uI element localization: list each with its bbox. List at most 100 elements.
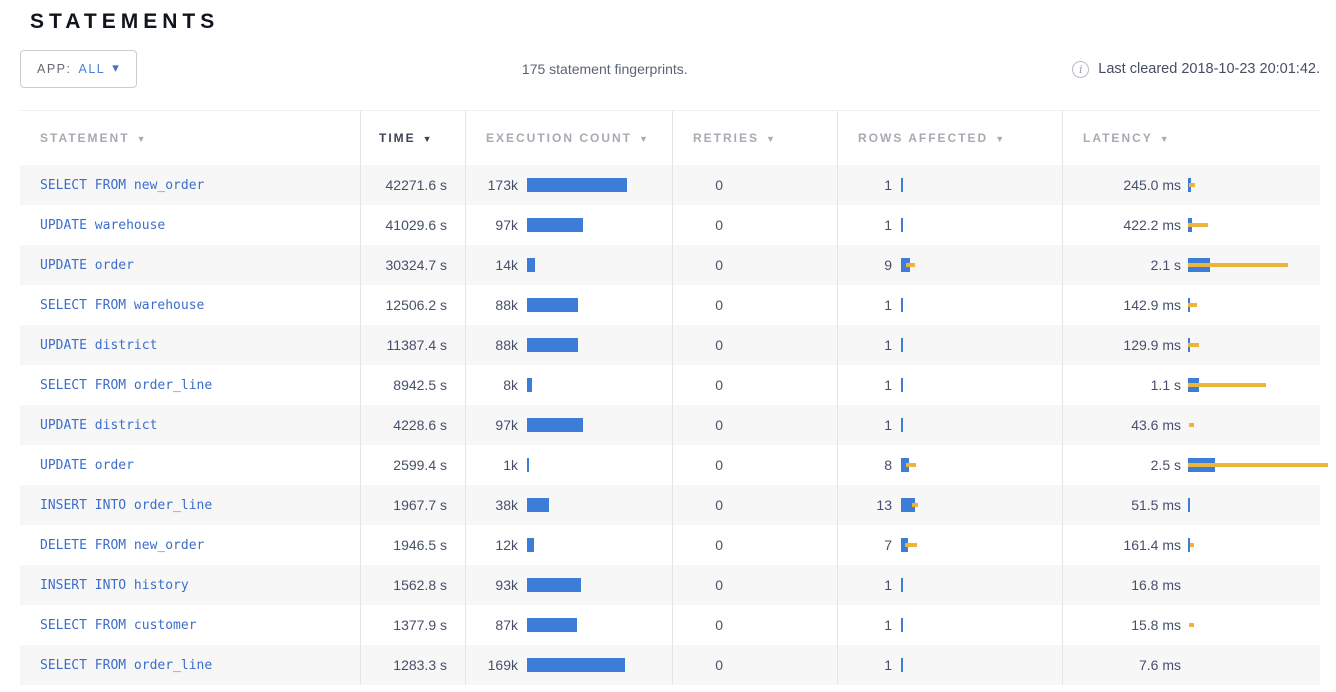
time-cell: 1967.7 s [361, 485, 466, 525]
column-header-label: LATENCY [1083, 131, 1153, 145]
table-row: SELECT FROM new_order 42271.6 s 173k 0 1 245.… [20, 165, 1320, 205]
execution-count-cell: 87k [466, 605, 673, 645]
latency-value: 2.1 s [1150, 257, 1181, 273]
statement-link[interactable]: INSERT INTO history [40, 577, 189, 593]
retries-cell: 0 [673, 405, 838, 445]
sort-arrow-icon: ▼ [995, 133, 1007, 144]
time-cell: 8942.5 s [361, 365, 466, 405]
statement-cell: SELECT FROM warehouse [20, 285, 361, 325]
time-cell: 1946.5 s [361, 525, 466, 565]
latency-cell: 7.6 ms [1063, 645, 1320, 685]
table-row: SELECT FROM warehouse 12506.2 s 88k 0 1 142.9… [20, 285, 1320, 325]
column-header-retries[interactable]: RETRIES ▼ [673, 111, 838, 165]
execution-count-value: 87k [495, 617, 518, 633]
rows-affected-cell: 1 [838, 605, 1063, 645]
latency-value: 16.8 ms [1131, 577, 1181, 593]
rows-affected-cell: 7 [838, 525, 1063, 565]
execution-count-bar [527, 338, 578, 352]
app-filter-dropdown[interactable]: APP: ALL ▾ [20, 50, 138, 88]
execution-count-bar [527, 458, 529, 472]
execution-count-bar [527, 538, 534, 552]
statement-link[interactable]: INSERT INTO order_line [40, 497, 213, 513]
table-row: SELECT FROM customer 1377.9 s 87k 0 1 15.8 ms [20, 605, 1320, 645]
latency-bar-stddev [1189, 423, 1194, 427]
rows-affected-bar-area [901, 578, 1062, 592]
retries-cell: 0 [673, 565, 838, 605]
rows-affected-bar [901, 338, 903, 352]
rows-affected-cell: 1 [838, 645, 1063, 685]
last-cleared-text: Last cleared 2018-10-23 20:01:42. [1098, 61, 1320, 77]
latency-bar-stddev [1188, 383, 1266, 387]
rows-affected-value: 1 [884, 177, 892, 193]
column-header-rows-affected[interactable]: ROWS AFFECTED ▼ [838, 111, 1063, 165]
statement-count-summary: 175 statement fingerprints. [521, 61, 688, 77]
statement-link[interactable]: UPDATE warehouse [40, 217, 166, 233]
execution-count-cell: 88k [466, 285, 673, 325]
rows-affected-bar [901, 618, 903, 632]
statement-cell: DELETE FROM new_order [20, 525, 361, 565]
rows-affected-value: 1 [884, 417, 892, 433]
statement-link[interactable]: UPDATE order [40, 457, 134, 473]
execution-count-cell: 8k [466, 365, 673, 405]
retries-cell: 0 [673, 525, 838, 565]
latency-cell: 2.5 s [1063, 445, 1328, 485]
execution-count-bar-area [527, 498, 672, 512]
latency-bar-area [1188, 418, 1320, 432]
rows-affected-bar [901, 258, 910, 272]
column-header-label: RETRIES [693, 131, 760, 145]
latency-bar-stddev [1188, 343, 1199, 347]
execution-count-bar-area [527, 258, 672, 272]
execution-count-bar [527, 218, 583, 232]
rows-affected-value: 1 [884, 337, 892, 353]
column-header-label: TIME [379, 131, 416, 145]
latency-bar-area [1188, 578, 1320, 592]
rows-affected-bar [901, 658, 903, 672]
rows-affected-bar-area [901, 298, 1062, 312]
column-header-time[interactable]: TIME ▼ [361, 111, 466, 165]
execution-count-cell: 173k [466, 165, 673, 205]
statement-link[interactable]: SELECT FROM warehouse [40, 297, 205, 313]
statement-link[interactable]: SELECT FROM customer [40, 617, 197, 633]
retries-value: 0 [715, 417, 723, 433]
time-cell: 42271.6 s [361, 165, 466, 205]
statement-link[interactable]: UPDATE district [40, 337, 158, 353]
rows-affected-value: 1 [884, 377, 892, 393]
rows-affected-bar-area [901, 218, 1062, 232]
execution-count-bar [527, 178, 627, 192]
statement-link[interactable]: SELECT FROM new_order [40, 177, 205, 193]
sort-arrow-icon: ▼ [1159, 133, 1171, 144]
statement-link[interactable]: UPDATE district [40, 417, 158, 433]
column-header-execution-count[interactable]: EXECUTION COUNT ▼ [466, 111, 673, 165]
latency-value: 129.9 ms [1123, 337, 1181, 353]
latency-value: 7.6 ms [1138, 657, 1181, 673]
statement-link[interactable]: SELECT FROM order_line [40, 377, 213, 393]
table-row: DELETE FROM new_order 1946.5 s 12k 0 7 161.4 … [20, 525, 1320, 565]
column-header-latency[interactable]: LATENCY ▼ [1063, 111, 1320, 165]
latency-value: 2.5 s [1150, 457, 1181, 473]
execution-count-value: 38k [495, 497, 518, 513]
statement-cell: INSERT INTO order_line [20, 485, 361, 525]
column-header-statement[interactable]: STATEMENT ▼ [20, 111, 361, 165]
latency-cell: 422.2 ms [1063, 205, 1320, 245]
rows-affected-bar-area [901, 338, 1062, 352]
info-icon[interactable]: i [1072, 60, 1090, 78]
rows-affected-bar-area [901, 178, 1062, 192]
statement-cell: SELECT FROM customer [20, 605, 361, 645]
latency-cell: 129.9 ms [1063, 325, 1320, 365]
rows-affected-bar-area [901, 258, 1062, 272]
latency-value: 142.9 ms [1123, 297, 1181, 313]
statement-cell: UPDATE district [20, 325, 361, 365]
statements-page: STATEMENTS APP: ALL ▾ 175 statement fing… [0, 10, 1336, 692]
execution-count-cell: 88k [466, 325, 673, 365]
statement-link[interactable]: DELETE FROM new_order [40, 537, 205, 553]
table-row: UPDATE district 11387.4 s 88k 0 1 129.9 ms [20, 325, 1320, 365]
rows-affected-bar-area [901, 658, 1062, 672]
execution-count-cell: 38k [466, 485, 673, 525]
statement-cell: UPDATE warehouse [20, 205, 361, 245]
rows-affected-value: 7 [884, 537, 892, 553]
statement-link[interactable]: SELECT FROM order_line [40, 657, 213, 673]
time-cell: 4228.6 s [361, 405, 466, 445]
execution-count-value: 97k [495, 217, 518, 233]
rows-affected-bar-area [901, 498, 1062, 512]
statement-link[interactable]: UPDATE order [40, 257, 134, 273]
